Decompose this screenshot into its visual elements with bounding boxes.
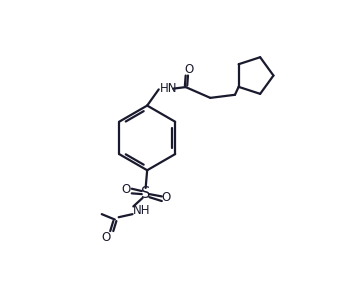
Text: HN: HN (159, 82, 177, 95)
Text: O: O (184, 63, 193, 76)
Text: O: O (162, 191, 171, 204)
Text: O: O (122, 183, 131, 196)
Text: O: O (101, 231, 110, 244)
Text: S: S (141, 186, 150, 201)
Text: NH: NH (133, 204, 151, 217)
